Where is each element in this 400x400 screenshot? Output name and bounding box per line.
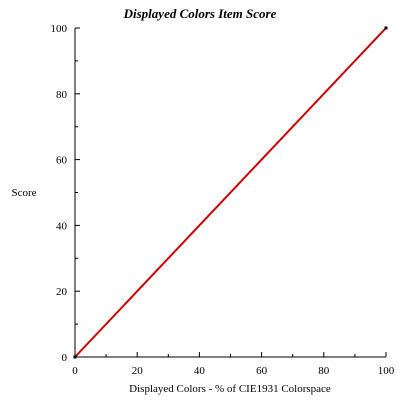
x-tick-label: 40 [194, 365, 206, 377]
x-tick-label: 80 [318, 365, 330, 377]
y-axis-label: Score [11, 187, 36, 199]
series-group [73, 26, 388, 359]
y-tick-label: 80 [56, 89, 68, 101]
y-tick-label: 0 [62, 352, 68, 364]
chart-title: Displayed Colors Item Score [123, 6, 277, 21]
ticks-group: 0 20 40 60 80 100 0 20 40 60 80 100 [51, 23, 395, 377]
series-line [74, 27, 387, 358]
y-tick-label: 100 [51, 23, 68, 35]
y-tick-label: 20 [56, 286, 68, 298]
y-tick-label: 40 [56, 220, 68, 232]
x-axis-label: Displayed Colors - % of CIE1931 Colorspa… [129, 383, 331, 395]
series-point [384, 26, 388, 30]
x-tick-label: 0 [72, 365, 78, 377]
x-tick-label: 20 [132, 365, 144, 377]
x-tick-label: 100 [378, 365, 395, 377]
series-point [73, 355, 77, 359]
y-tick-label: 60 [56, 155, 68, 167]
x-tick-label: 60 [256, 365, 268, 377]
